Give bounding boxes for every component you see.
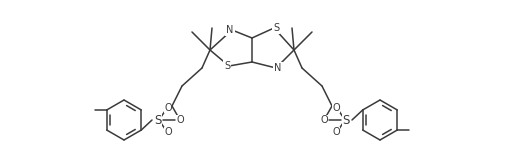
Text: O: O — [332, 127, 340, 137]
Text: O: O — [164, 127, 172, 137]
Text: O: O — [332, 103, 340, 113]
Text: S: S — [273, 23, 279, 33]
Text: S: S — [224, 61, 230, 71]
Text: N: N — [226, 25, 234, 35]
Text: O: O — [164, 103, 172, 113]
Text: S: S — [342, 114, 349, 126]
Text: O: O — [320, 115, 328, 125]
Text: O: O — [176, 115, 184, 125]
Text: S: S — [155, 114, 162, 126]
Text: N: N — [274, 63, 282, 73]
